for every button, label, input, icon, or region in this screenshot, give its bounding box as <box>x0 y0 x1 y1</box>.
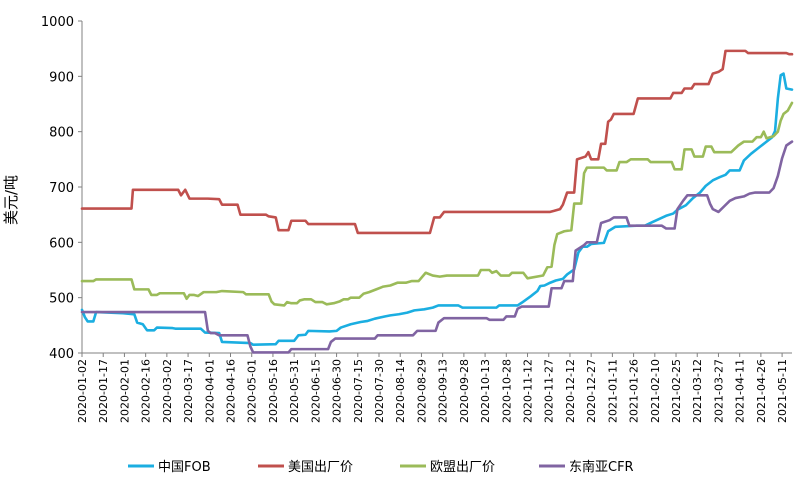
series-line-2 <box>80 101 794 307</box>
y-tick-label: 800 <box>49 126 74 141</box>
x-tick-label: 2021-04-11 <box>734 359 747 423</box>
x-tick-label: 2020-09-13 <box>437 359 450 423</box>
x-tick-label: 2020-11-12 <box>522 359 535 423</box>
axes: 400 500 600 700 800 900 1000 2020-01-02 2020-01-… <box>41 15 792 423</box>
x-tick-label: 2020-05-01 <box>246 359 259 423</box>
y-tick-label: 400 <box>49 347 74 362</box>
x-tick-label: 2020-03-02 <box>161 359 174 423</box>
series-line-3 <box>80 140 794 354</box>
legend-label: 东南亚CFR <box>569 459 634 475</box>
legend-label: 美国出厂价 <box>288 460 353 475</box>
x-tick-label: 2020-01-02 <box>76 359 89 423</box>
y-axis-title: 美元/吨 <box>2 175 20 225</box>
y-tick-label: 900 <box>49 70 74 85</box>
series-line-0 <box>80 72 794 347</box>
y-tick-label: 600 <box>49 236 74 251</box>
series-line-1 <box>80 49 794 235</box>
legend-label: 欧盟出厂价 <box>430 460 495 475</box>
x-tick-label: 2020-08-14 <box>394 359 407 423</box>
x-tick-label: 2020-09-28 <box>458 359 471 423</box>
x-tick-label: 2020-12-27 <box>585 359 598 423</box>
x-tick-label: 2020-03-17 <box>182 359 195 423</box>
series-lines <box>80 49 794 354</box>
x-tick-label: 2021-02-10 <box>649 359 662 423</box>
x-tick-label: 2020-04-01 <box>203 359 216 423</box>
x-tick-label: 2021-02-25 <box>670 359 683 423</box>
x-tick-label: 2020-11-27 <box>543 359 556 423</box>
x-tick-label: 2021-04-26 <box>755 359 768 423</box>
x-tick-label: 2020-08-29 <box>415 359 428 423</box>
x-tick-label: 2020-06-15 <box>309 359 322 423</box>
x-tick-label: 2020-06-30 <box>331 359 344 423</box>
x-tick-label: 2020-02-01 <box>118 359 131 423</box>
x-tick-label: 2020-04-16 <box>225 359 238 423</box>
x-tick-label: 2021-03-12 <box>691 359 704 423</box>
x-tick-label: 2021-05-11 <box>776 359 789 423</box>
x-tick-label: 2021-01-26 <box>628 359 641 423</box>
y-tick-label: 500 <box>49 292 74 307</box>
x-tick-label: 2020-01-17 <box>97 359 110 423</box>
y-tick-label: 1000 <box>41 15 74 30</box>
x-tick-label: 2020-02-16 <box>140 359 153 423</box>
x-tick-label: 2020-07-15 <box>352 359 365 423</box>
x-tick-label: 2020-10-13 <box>479 359 492 423</box>
y-tick-label: 700 <box>49 181 74 196</box>
x-tick-label: 2020-05-16 <box>267 359 280 423</box>
legend-label: 中国FOB <box>158 460 211 475</box>
x-tick-label: 2020-05-31 <box>288 359 301 423</box>
x-tick-label: 2020-10-28 <box>500 359 513 423</box>
x-tick-label: 2020-07-30 <box>373 359 386 423</box>
x-tick-label: 2020-12-12 <box>564 359 577 423</box>
x-tick-label: 2021-03-27 <box>712 359 725 423</box>
x-tick-label: 2021-01-11 <box>606 359 619 423</box>
legend: 中国FOB 美国出厂价 欧盟出厂价 东南亚CFR <box>128 459 634 475</box>
